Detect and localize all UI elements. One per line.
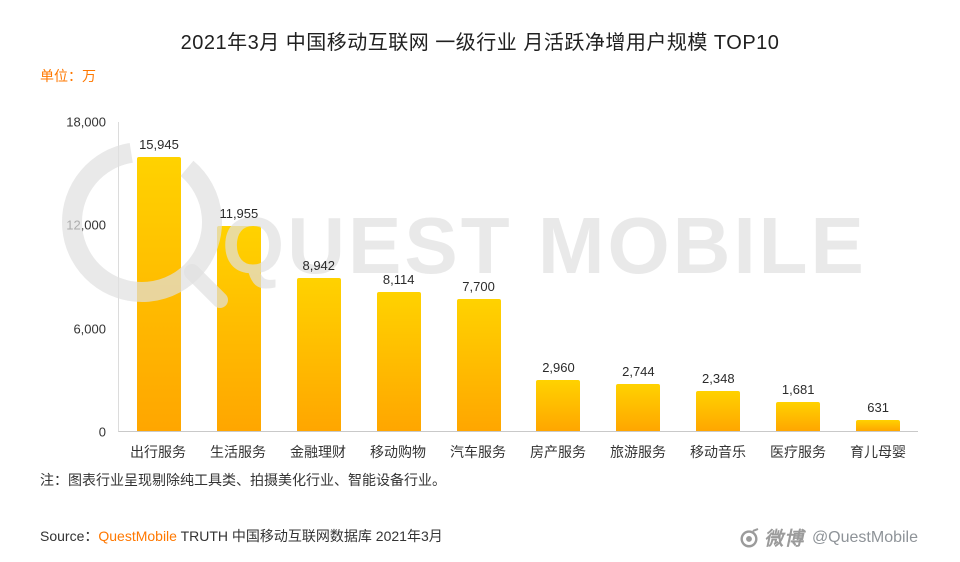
y-axis: 18,000 12,000 6,000 0: [0, 115, 106, 440]
bar-column: 8,114: [359, 122, 439, 431]
source-line: Source：QuestMobile TRUTH 中国移动互联网数据库 2021…: [40, 526, 443, 546]
bar: [776, 402, 821, 431]
bar-column: 8,942: [279, 122, 359, 431]
category-label: 生活服务: [210, 444, 266, 460]
bar-value-label: 2,348: [702, 370, 735, 386]
y-tick-label: 6,000: [73, 321, 106, 337]
y-tick-label: 18,000: [66, 114, 106, 130]
bar: [616, 383, 661, 431]
bar-column: 1,681: [758, 122, 838, 431]
bar-value-label: 8,114: [382, 271, 415, 287]
bar: [696, 390, 741, 431]
bar-column: 2,960: [519, 122, 599, 431]
bar: [456, 298, 501, 431]
bar-column: 631: [838, 122, 918, 431]
category-label: 汽车服务: [450, 444, 506, 460]
bar: [376, 291, 421, 431]
category-label: 育儿母婴: [850, 444, 906, 460]
bar: [856, 420, 901, 431]
unit-label: 单位：万: [40, 68, 96, 84]
category-row: 出行服务 生活服务 金融理财 移动购物 汽车服务 房产服务 旅游服务 移动音乐 医疗服务 育儿母婴: [118, 442, 918, 462]
bar: [216, 225, 261, 431]
bar-value-label: 15,945: [139, 137, 179, 153]
weibo-handle: @QuestMobile: [811, 528, 918, 546]
category-label: 移动音乐: [690, 444, 746, 460]
category-label: 出行服务: [130, 444, 186, 460]
bar-value-label: 1,681: [781, 382, 815, 398]
category-label: 移动购物: [370, 444, 426, 460]
bar: [136, 157, 181, 431]
bar-value-label: 11,955: [219, 205, 259, 221]
category-label: 旅游服务: [610, 444, 666, 460]
bar-column: 2,744: [598, 122, 678, 431]
bar-value-label: 2,960: [542, 360, 575, 376]
bar-column: 2,348: [678, 122, 758, 431]
bar-column: 7,700: [439, 122, 519, 431]
bar: [536, 380, 581, 431]
y-tick-label: 0: [98, 424, 106, 440]
bar-column: 11,955: [199, 122, 279, 431]
weibo-logo-icon: [740, 527, 759, 547]
bar-value-label: 7,700: [462, 278, 495, 294]
note-text: 注：图表行业呈现剔除纯工具类、拍摄美化行业、智能设备行业。: [40, 472, 446, 488]
y-tick-label: 12,000: [66, 217, 106, 233]
source-prefix: Source：: [40, 528, 99, 544]
weibo-wordmark: 微博: [763, 529, 808, 550]
bar: [296, 277, 341, 431]
category-label: 医疗服务: [770, 444, 826, 460]
bar-value-label: 631: [867, 400, 889, 416]
plot-area: 15,945 11,955 8,942 8,114 7,700 2,960 2,…: [118, 122, 918, 432]
source-brand: QuestMobile: [98, 528, 177, 544]
source-suffix: TRUTH 中国移动互联网数据库 2021年3月: [176, 528, 443, 544]
category-label: 房产服务: [530, 444, 586, 460]
bar-column: 15,945: [119, 122, 199, 431]
bar-value-label: 2,744: [622, 363, 655, 379]
chart-title: 2021年3月 中国移动互联网 一级行业 月活跃净增用户规模 TOP10: [180, 32, 780, 54]
bar-value-label: 8,942: [302, 257, 336, 273]
category-label: 金融理财: [290, 444, 346, 460]
weibo-watermark: 微博 @QuestMobile: [738, 524, 918, 551]
